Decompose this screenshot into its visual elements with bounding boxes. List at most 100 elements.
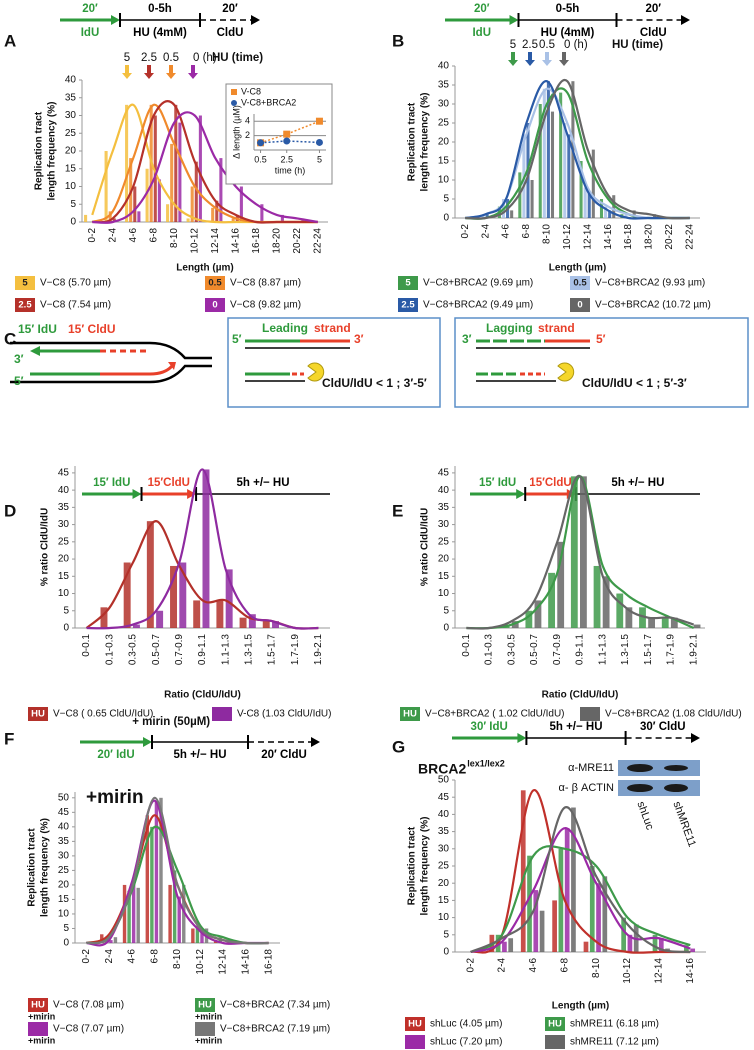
arrow-head [166,73,176,79]
legend-label: V−C8 (8.87 µm) [230,278,301,289]
panel-letter: C [4,329,16,348]
y-tick-label: 5 [443,605,449,616]
y-tick-label: 50 [58,792,70,803]
bar [580,476,587,628]
distribution-curve [92,111,318,224]
cldu-label: 15′ CldU [68,322,116,336]
timeline-label: 20′ [82,3,98,15]
bar [146,521,154,628]
bar [170,565,177,628]
x-tick-label: 6-8 [559,958,570,973]
x-tick-label: 2-4 [107,228,118,243]
blot-row-label: α-MRE11 [568,762,614,774]
timeline-label: CldU [217,27,244,39]
y-tick-label: 20 [438,554,450,565]
x-tick-label: 1.1-1.3 [220,634,231,666]
bar [510,210,514,218]
distribution-curve [92,100,318,224]
strand-end-label: 3′ [14,352,24,366]
arrow-head [122,73,132,79]
panel-letter: A [4,31,16,50]
bar [539,910,545,952]
bar [262,621,270,628]
bar [485,214,489,218]
bar [84,214,88,222]
legend-swatch [570,276,590,290]
timeline-label: 15′ IdU [479,477,516,489]
panel-letter: G [392,737,405,756]
time-label: 5 [124,52,130,64]
y-tick-label: 0 [443,947,449,958]
bar [109,940,113,943]
bar [587,191,591,218]
blot-band [627,784,653,792]
bar [589,866,595,952]
bar [616,593,624,628]
arrow-head [509,15,519,25]
x-tick-label: 10-12 [562,224,573,250]
legend-label: V−C8 (7.54 µm) [40,300,111,311]
strand-end-label: 3′ [354,332,364,346]
y-tick-label: 15 [438,895,450,906]
distribution-curve [466,475,694,630]
bar [604,206,608,218]
bar [231,218,235,222]
timeline-label: 20′ [222,3,238,15]
bar [195,925,200,943]
legend-label: V−C8+BRCA2 (7.19 µm) [220,1024,330,1035]
arrow-head [30,346,40,356]
time-label: 0.5 [539,39,555,51]
bar [131,882,136,943]
y-tick-label: 35 [58,502,70,513]
y-tick-label: 25 [65,128,77,139]
x-tick-label: 1.7-1.9 [666,634,677,666]
bar [567,134,571,218]
legend-label: V−C8+BRCA2 (7.34 µm) [220,1000,330,1011]
timeline-label: 20′ [645,3,661,15]
y-axis-title: Replication tract [27,828,38,907]
x-tick-label: 8-10 [172,949,183,969]
x-tick-label: 8-10 [591,958,602,978]
bar [612,195,616,218]
marker [315,117,323,125]
x-tick-label: 8-10 [542,224,553,244]
x-tick-label: 0.9-1.1 [197,634,208,666]
x-tick-label: 1.5-1.7 [267,634,278,666]
legend-note: +mirin [28,1035,55,1045]
parental-strand [10,364,212,384]
y-tick-label: 5 [63,605,69,616]
annotation: +mirin [86,787,144,808]
bar [190,186,194,222]
y-axis-title: length frequency (%) [47,102,58,201]
y-tick-label: 30 [65,110,77,121]
bar [186,218,190,222]
idu-label: 15′ IdU [18,322,57,336]
distribution-curve [465,78,690,220]
bar [179,562,187,628]
legend-badge: 0.5 [208,278,222,289]
x-tick-label: 14-16 [603,224,614,250]
timeline-label: 20′ CldU [261,749,307,761]
timeline-label: 5h +/− HU [173,749,226,761]
timeline-label: 15′ IdU [93,477,130,489]
x-tick-label: 5 [317,154,322,164]
y-tick-label: 10 [438,588,450,599]
bar [202,469,210,628]
x-tick-label: 20-22 [664,224,675,250]
legend-swatch [205,298,225,312]
x-axis-title: Length (µm) [552,1001,609,1012]
bar [211,207,215,222]
marker [283,130,291,138]
bar [542,88,546,218]
bar [132,624,140,628]
arrow-head [542,60,552,66]
x-tick-label: 12-14 [210,228,221,254]
x-axis-title: Length (µm) [549,263,606,274]
y-tick-label: 10 [58,588,70,599]
x-tick-label: 16-18 [263,949,274,975]
bar [219,158,223,222]
legend-label: V−C8 ( 0.65 CldU/IdU) [53,709,153,720]
bar [564,828,570,952]
legend-badge: HU [198,1000,212,1011]
y-axis-title: % ratio CldU/IdU [40,508,51,586]
